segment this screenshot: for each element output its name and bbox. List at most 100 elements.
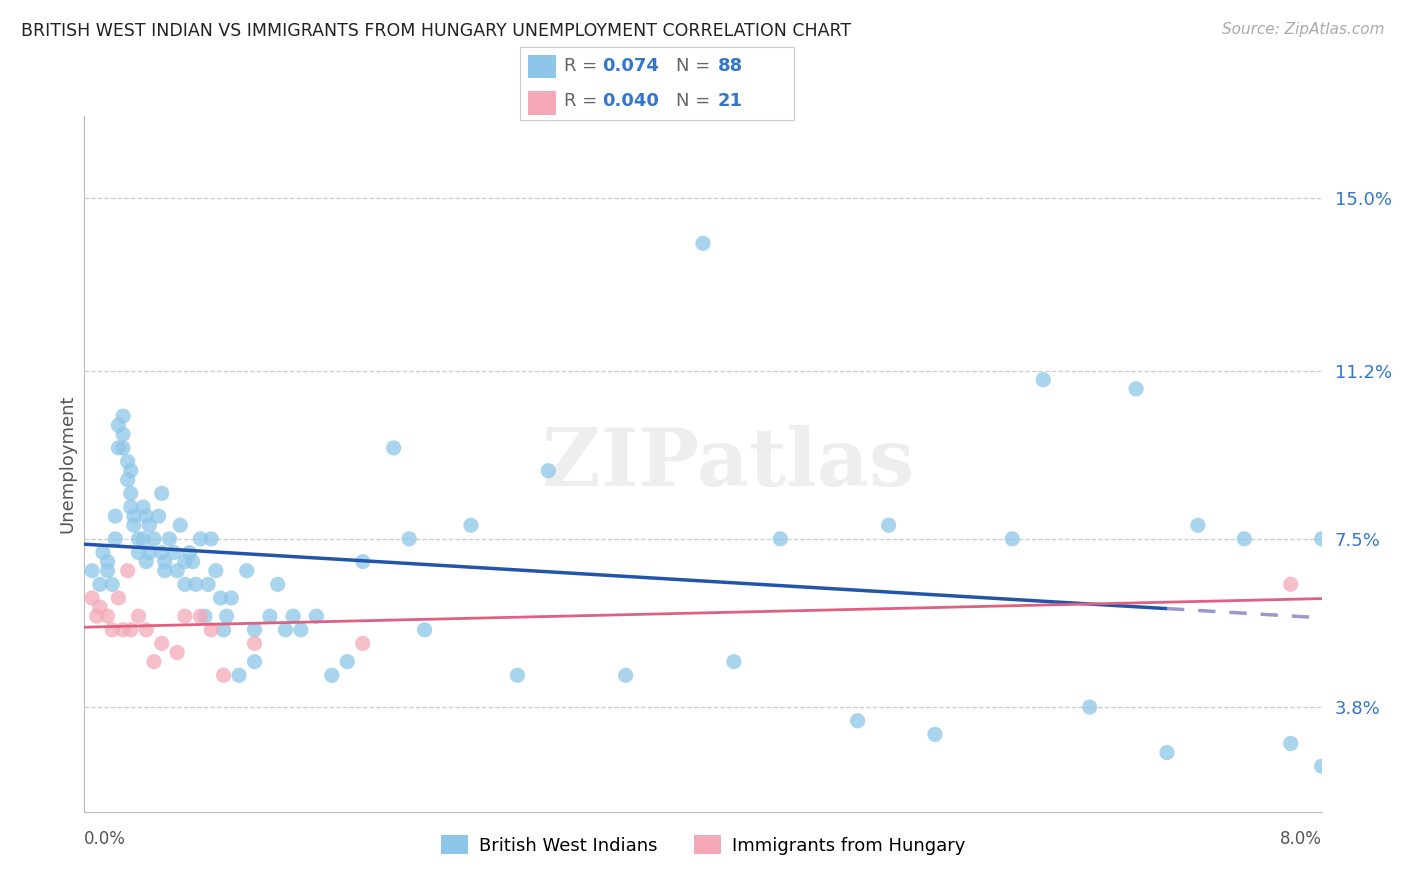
Point [1310, 532, 1333, 546]
Text: Source: ZipAtlas.com: Source: ZipAtlas.com [1222, 22, 1385, 37]
Point [215, 609, 238, 624]
Point [150, 636, 173, 650]
Point [221, 591, 243, 605]
Point [283, 609, 305, 624]
Point [82, 591, 104, 605]
Legend: British West Indians, Immigrants from Hungary: British West Indians, Immigrants from Hu… [434, 828, 972, 862]
Point [769, 532, 792, 546]
Point [336, 655, 359, 669]
Point [135, 509, 157, 524]
Point [179, 545, 201, 559]
Point [120, 500, 142, 514]
Point [877, 518, 900, 533]
Point [174, 609, 197, 624]
Point [243, 623, 266, 637]
Point [1279, 577, 1302, 591]
Point [166, 564, 188, 578]
Point [1233, 532, 1256, 546]
Point [692, 236, 714, 251]
Point [506, 668, 529, 682]
Point [86, 609, 108, 624]
Point [1032, 373, 1054, 387]
Point [117, 564, 139, 578]
Point [159, 532, 181, 546]
Text: 8.0%: 8.0% [1279, 830, 1322, 848]
Point [138, 545, 160, 559]
Point [200, 532, 222, 546]
Point [321, 668, 343, 682]
Point [1310, 759, 1333, 773]
Point [274, 623, 297, 637]
Point [96, 564, 120, 578]
Point [398, 532, 420, 546]
Point [117, 454, 139, 468]
Point [188, 609, 212, 624]
Point [1156, 746, 1178, 760]
Text: 21: 21 [717, 93, 742, 111]
Point [117, 473, 139, 487]
Point [91, 545, 114, 559]
Point [537, 464, 560, 478]
Bar [529, 91, 555, 114]
Point [132, 532, 155, 546]
Point [614, 668, 637, 682]
Point [1279, 737, 1302, 751]
Point [107, 591, 129, 605]
Text: N =: N = [676, 93, 717, 111]
Point [243, 655, 266, 669]
Point [228, 668, 250, 682]
Point [132, 500, 155, 514]
Point [150, 486, 173, 500]
Point [82, 564, 104, 578]
Point [120, 486, 142, 500]
Point [1125, 382, 1147, 396]
Point [135, 555, 157, 569]
Point [924, 727, 946, 741]
Point [150, 545, 173, 559]
Text: ZIPatlas: ZIPatlas [541, 425, 914, 503]
Point [243, 636, 266, 650]
Point [236, 564, 259, 578]
Point [120, 623, 142, 637]
Point [89, 577, 111, 591]
Point [188, 532, 212, 546]
Point [194, 609, 217, 624]
Point [1187, 518, 1209, 533]
Text: BRITISH WEST INDIAN VS IMMIGRANTS FROM HUNGARY UNEMPLOYMENT CORRELATION CHART: BRITISH WEST INDIAN VS IMMIGRANTS FROM H… [21, 22, 851, 40]
Point [166, 646, 188, 660]
Point [128, 532, 150, 546]
Point [290, 623, 312, 637]
Text: R =: R = [564, 57, 603, 75]
Point [104, 509, 127, 524]
Point [305, 609, 328, 624]
Point [101, 623, 124, 637]
Point [107, 418, 129, 433]
Point [96, 555, 120, 569]
Text: N =: N = [676, 57, 717, 75]
Point [1001, 532, 1024, 546]
Text: 0.074: 0.074 [603, 57, 659, 75]
Point [846, 714, 869, 728]
Bar [529, 54, 555, 78]
Point [184, 577, 207, 591]
Point [143, 532, 166, 546]
Text: 88: 88 [717, 57, 742, 75]
Point [382, 441, 405, 455]
Y-axis label: Unemployment: Unemployment [58, 394, 76, 533]
Point [259, 609, 281, 624]
Point [143, 655, 166, 669]
Point [112, 623, 135, 637]
Point [122, 509, 145, 524]
Point [181, 555, 204, 569]
Point [101, 577, 124, 591]
Point [163, 545, 186, 559]
Point [460, 518, 482, 533]
Point [352, 636, 374, 650]
Point [89, 600, 111, 615]
Point [128, 609, 150, 624]
Point [112, 409, 135, 423]
Point [148, 509, 170, 524]
Point [169, 518, 191, 533]
Point [96, 609, 120, 624]
Point [1078, 700, 1101, 714]
